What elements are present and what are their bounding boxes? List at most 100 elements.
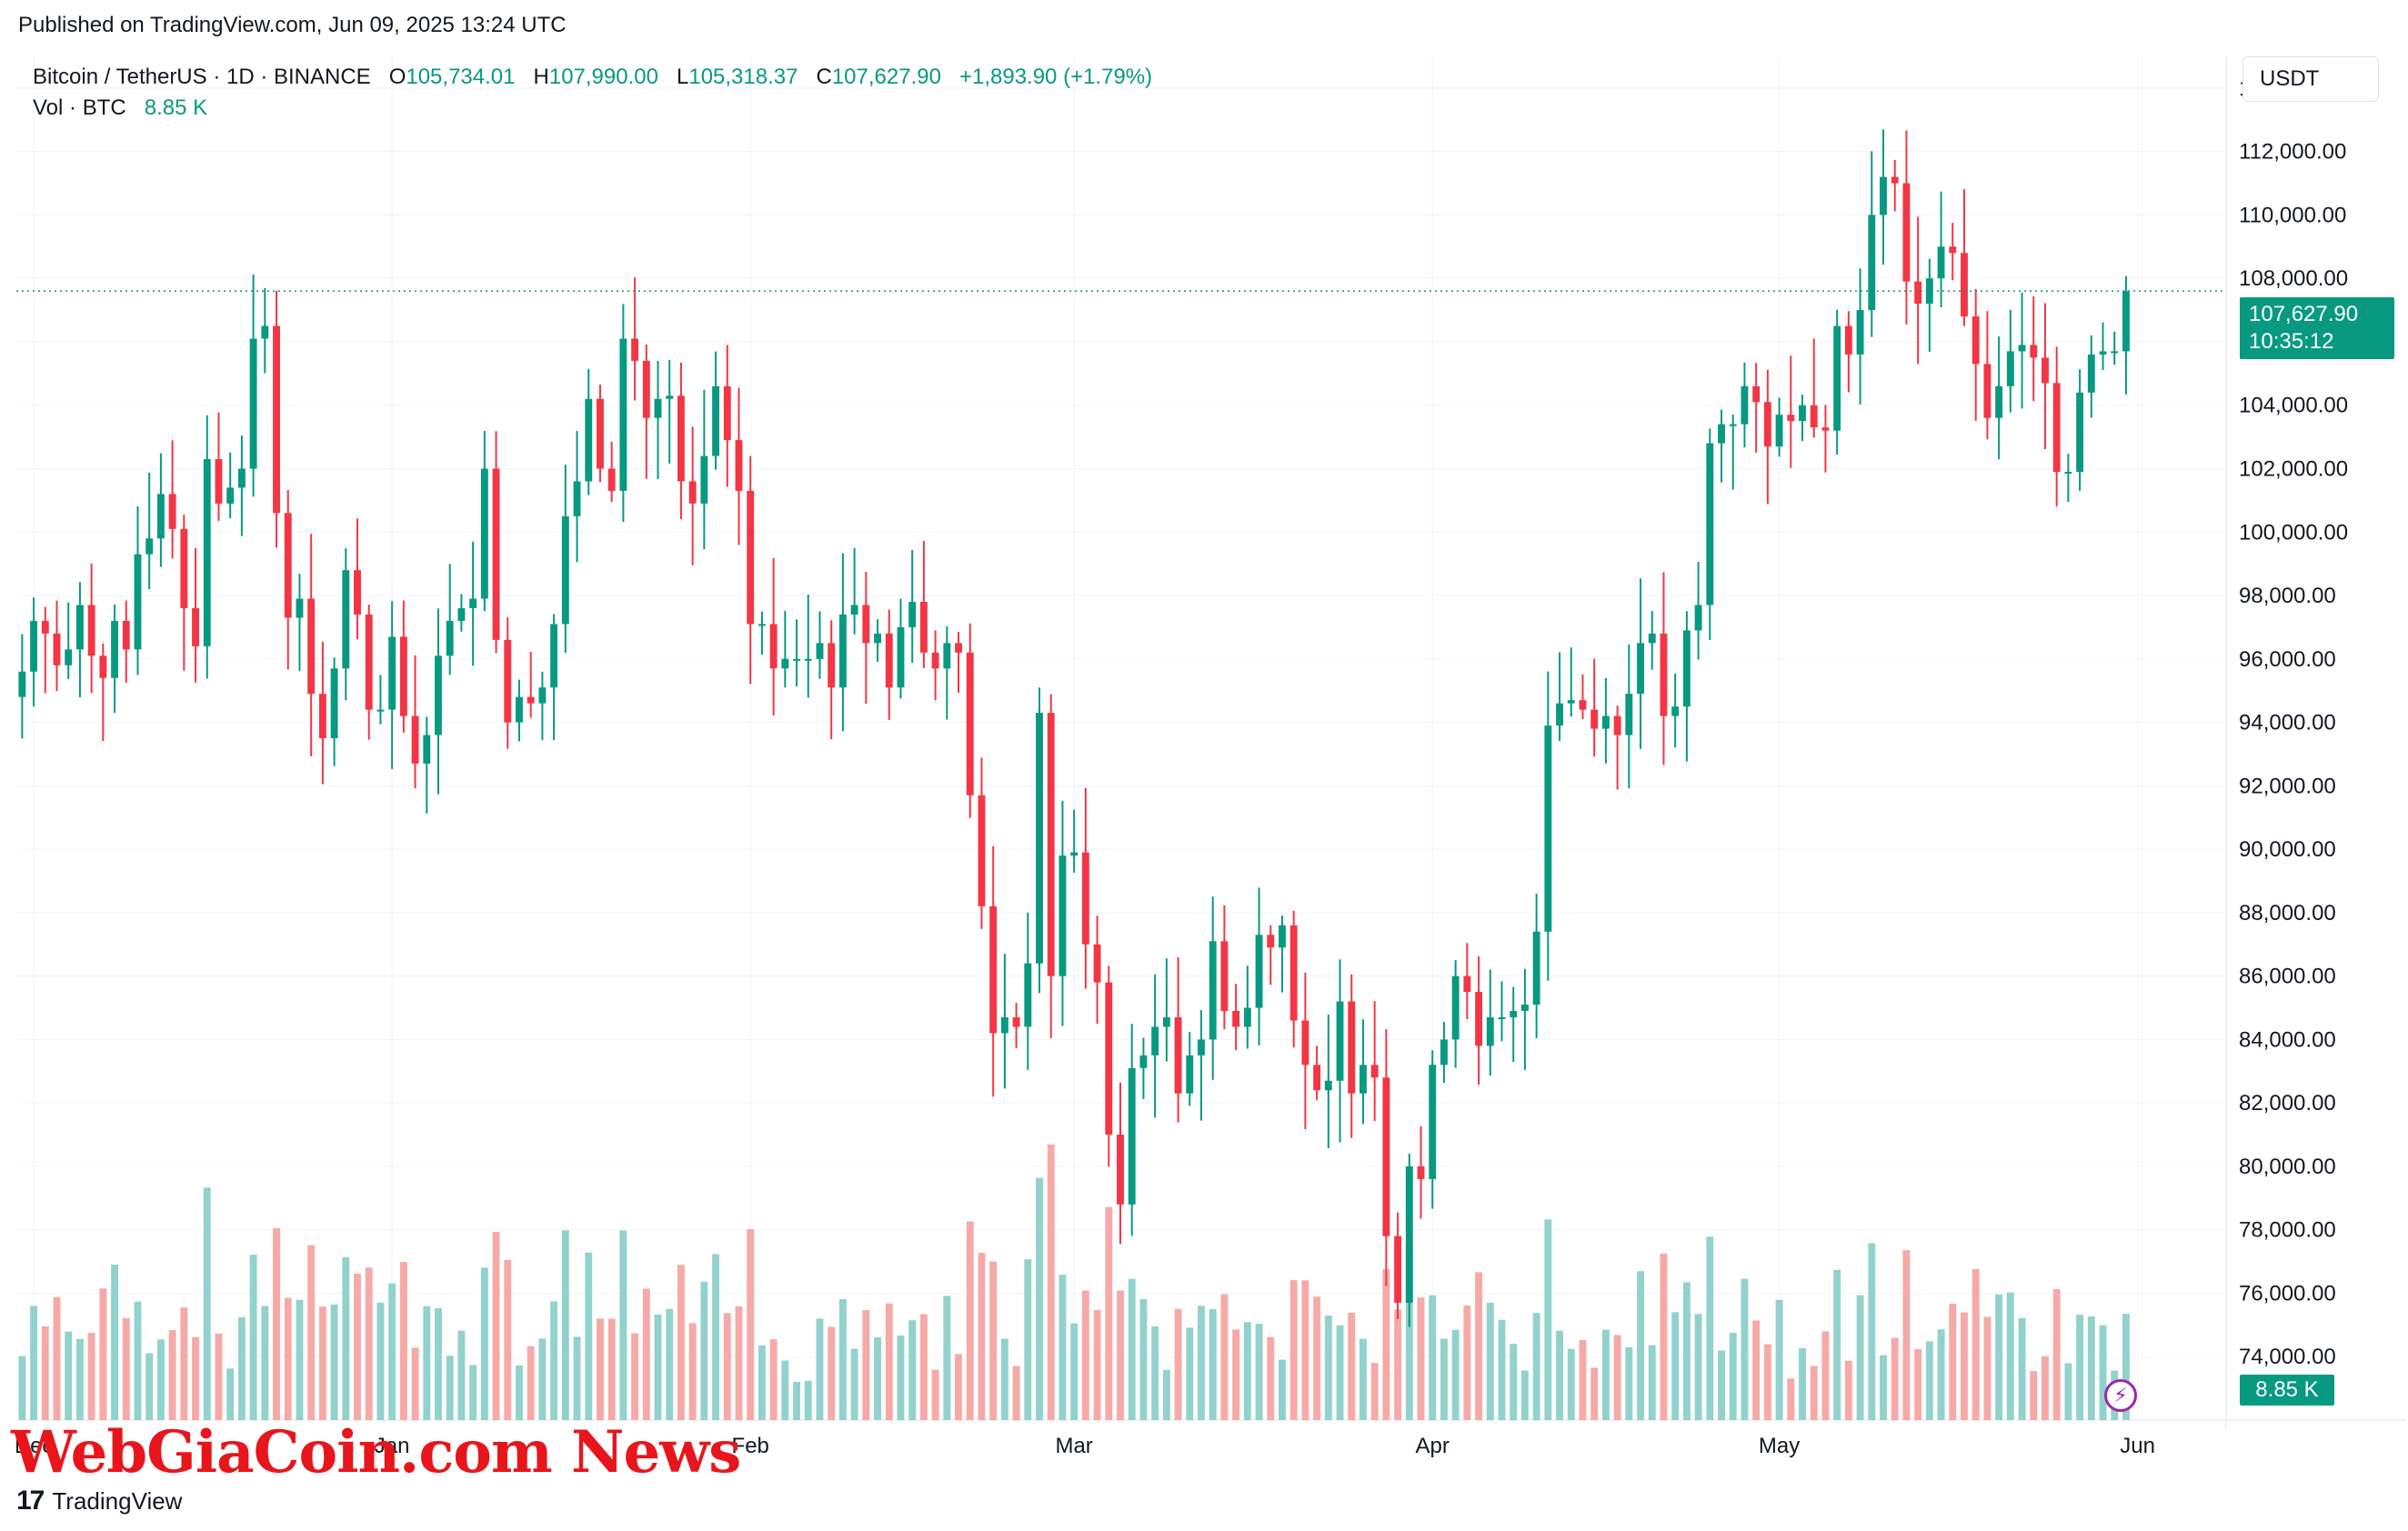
candle-body (330, 668, 338, 738)
volume-bar (1520, 1370, 1529, 1420)
volume-bar (192, 1336, 199, 1420)
volume-bar (1463, 1305, 1471, 1420)
volume-bar (504, 1259, 512, 1420)
candle-body (249, 338, 257, 469)
volume-bar (1706, 1236, 1714, 1420)
volume-bar (435, 1307, 442, 1420)
legend-volume-row: Vol · BTC 8.85 K (33, 93, 1152, 124)
volume-bar (919, 1314, 928, 1420)
volume-bar (307, 1245, 316, 1420)
legend-vol-label[interactable]: Vol · BTC (33, 95, 126, 120)
volume-bar (1590, 1367, 1599, 1420)
volume-bar (2087, 1316, 2095, 1420)
candle-body (631, 338, 639, 361)
candle-body (2052, 383, 2061, 472)
candle-body (1255, 935, 1263, 1008)
candle-body (307, 598, 316, 695)
volume-bar (989, 1261, 998, 1420)
legend-vol-value: 8.85 K (144, 95, 208, 120)
candle-body (1232, 1011, 1240, 1027)
candle-body (1279, 925, 1286, 948)
candle-body (446, 620, 454, 656)
lightning-icon[interactable]: ⚡ (2104, 1379, 2137, 1412)
volume-bar (111, 1264, 118, 1420)
candle-body (1301, 1020, 1309, 1066)
candle-body (1544, 725, 1552, 932)
candle-body (1382, 1077, 1390, 1236)
volume-bar (99, 1288, 107, 1420)
candle-body (237, 468, 246, 488)
candle-body (1440, 1039, 1448, 1066)
volume-bar (1763, 1344, 1771, 1420)
volume-bar (354, 1273, 361, 1420)
volume-bar (168, 1329, 176, 1420)
volume-bar (1348, 1312, 1356, 1420)
candle-body (1682, 630, 1691, 707)
candle-body (469, 598, 477, 608)
volume-bar (1972, 1268, 1980, 1420)
volume-bar (1209, 1308, 1217, 1420)
volume-bar (1925, 1341, 1933, 1420)
candle-body (1579, 700, 1587, 710)
candle-body (411, 715, 419, 764)
candlestick-chart[interactable]: 74,000.00 76,000.00 78,000.00 80,000.00 82,0… (16, 56, 2406, 1475)
volume-bar (1660, 1253, 1668, 1420)
candle-body (2122, 291, 2130, 352)
chart-area[interactable]: 74,000.00 76,000.00 78,000.00 80,000.00 82,0… (16, 56, 2406, 1475)
candle-body (908, 602, 917, 627)
volume-bar (492, 1231, 500, 1420)
candle-body (1429, 1065, 1437, 1179)
candle-body (1209, 941, 1217, 1040)
candle-body (342, 570, 350, 669)
candle-body (1833, 325, 1841, 431)
volume-bar (573, 1336, 581, 1420)
volume-bar (781, 1360, 789, 1420)
volume-bar (1601, 1329, 1610, 1420)
volume-bar (1567, 1348, 1575, 1420)
volume-bar (804, 1380, 812, 1420)
volume-bar (1117, 1290, 1124, 1420)
candle-body (111, 620, 118, 678)
x-tick-label: Apr (1416, 1434, 1450, 1458)
candle-body (2064, 471, 2072, 474)
candle-body (538, 687, 547, 704)
candle-body (180, 528, 188, 608)
volume-bar (284, 1297, 292, 1420)
volume-bar (688, 1323, 697, 1420)
volume-bar (1821, 1331, 1830, 1420)
last-price-value: 107,627.90 (2249, 302, 2359, 326)
volume-bar (1613, 1335, 1621, 1420)
volume-bar (75, 1338, 84, 1420)
price-axis-unit[interactable]: USDT (2242, 56, 2379, 102)
candle-body (758, 624, 766, 626)
volume-bar (1961, 1312, 1968, 1420)
watermark-text: WebGiaCoin.com News (11, 1418, 741, 1486)
candle-body (978, 795, 986, 906)
candle-body (561, 515, 569, 625)
volume-bar (237, 1316, 246, 1420)
volume-bar (1417, 1297, 1425, 1420)
candle-body (2006, 351, 2014, 386)
volume-bar (53, 1296, 61, 1420)
candle-body (573, 481, 581, 516)
candle-body (1070, 852, 1079, 856)
candle-body (747, 490, 755, 625)
candle-body (1972, 316, 1980, 365)
volume-bar (828, 1326, 836, 1420)
candle-body (781, 658, 789, 669)
volume-bar (2076, 1315, 2084, 1420)
volume-bar (1718, 1350, 1725, 1420)
volume-bar (885, 1303, 893, 1420)
volume-bar (1405, 1245, 1413, 1420)
volume-bar (2030, 1371, 2038, 1420)
tradingview-brand[interactable]: 17 TradingView (16, 1486, 182, 1516)
candle-body (989, 906, 998, 1034)
candle-body (1613, 715, 1621, 735)
volume-bar (457, 1330, 466, 1420)
candle-body (1937, 246, 1945, 279)
last-price-tag: 107,627.90 10:35:12 (2240, 297, 2394, 359)
y-tick-label: 96,000.00 (2239, 647, 2336, 672)
volume-bar (2064, 1363, 2072, 1420)
legend-symbol[interactable]: Bitcoin / TetherUS · 1D · BINANCE (33, 65, 371, 89)
candle-body (1243, 1007, 1251, 1027)
